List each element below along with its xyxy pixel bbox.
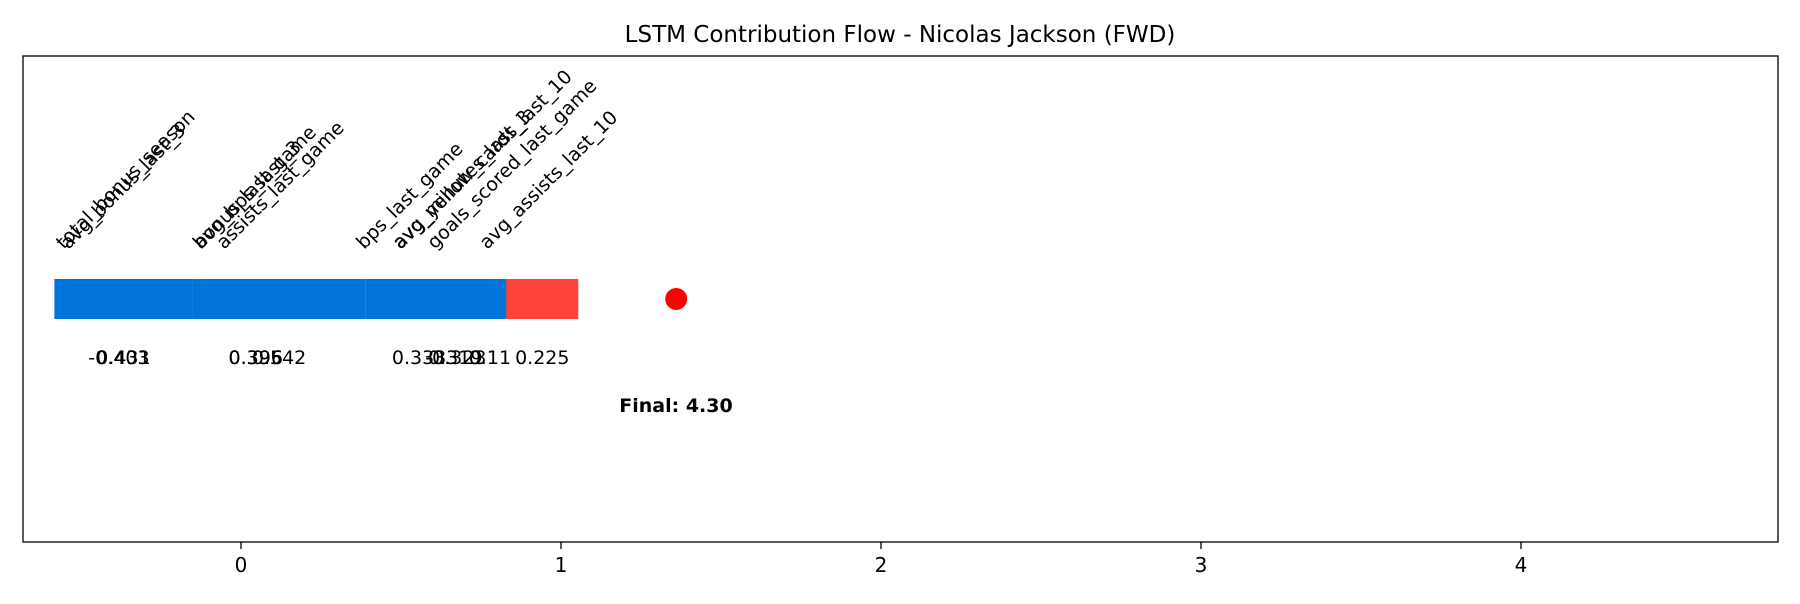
x-tick-label-3: 3	[1195, 553, 1208, 577]
plot-frame	[22, 55, 1779, 543]
final-marker	[665, 288, 688, 310]
chart-title: LSTM Contribution Flow - Nicolas Jackson…	[625, 22, 1176, 48]
value-label-5: 0.333	[392, 347, 446, 369]
contribution-bar-9	[506, 279, 579, 319]
feature-label-4: assists_last_game	[212, 117, 349, 254]
x-tick-label-0: 0	[235, 553, 248, 577]
value-label-0: -0.403	[88, 347, 149, 369]
contribution-bar-8	[404, 279, 507, 319]
contribution-bar-1	[54, 279, 193, 319]
x-axis: 0 1 2 3 4	[235, 542, 1528, 577]
labels-layer: total_bonus_season-0.403avg_bonus_last_3…	[52, 66, 622, 369]
x-tick-label-2: 2	[875, 553, 888, 577]
x-tick-label-1: 1	[555, 553, 568, 577]
value-label-4: 0.542	[252, 347, 306, 369]
value-label-1: 0.431	[96, 347, 150, 369]
value-label-2: 0.396	[229, 347, 283, 369]
value-label-3: 0.396	[229, 347, 283, 369]
feature-label-1: avg_bonus_last_3	[56, 120, 190, 254]
x-tick-label-4: 4	[1515, 553, 1528, 577]
value-label-7: -0.323	[425, 347, 486, 369]
final-label: Final: 4.30	[619, 395, 732, 417]
value-label-8: 0.319	[428, 347, 482, 369]
bars-layer	[54, 279, 688, 319]
value-label-6: 0.11	[469, 347, 511, 369]
contribution-bar-4	[192, 279, 366, 319]
value-label-9: 0.225	[515, 347, 569, 369]
feature-label-3: avg_bps_last_3	[189, 136, 306, 253]
